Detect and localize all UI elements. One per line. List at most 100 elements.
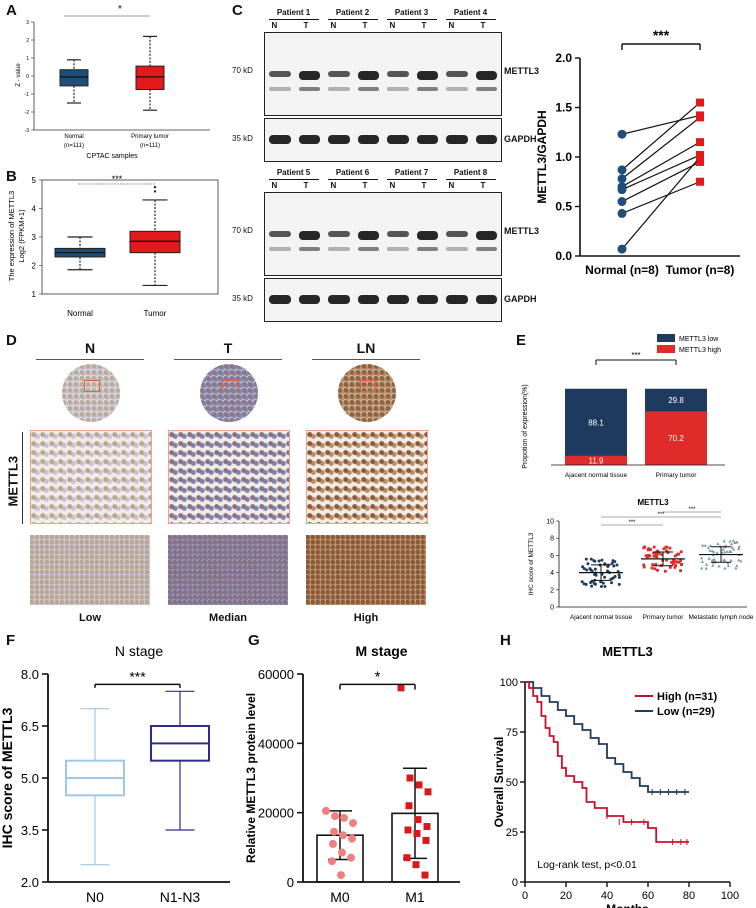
panel-g-ytick-label: 60000 [258,667,294,682]
panel-g-point-m1 [397,684,405,692]
panel-e-dot-point [613,560,617,564]
panel-g-ytick-label: 0 [287,875,294,890]
blot-patient-underline [445,19,496,20]
panel-h-xtick-label: 40 [601,890,613,902]
panel-a-ytick-label: 1 [26,56,29,62]
blot-band-mettl3 [446,231,468,237]
panel-e-dot-point [710,549,714,553]
panel-e-bar-high-label: 11.9 [589,456,605,465]
panel-e-dot-point [615,563,619,567]
panel-e-dot-point [671,562,675,566]
panel-e-dot-point [651,563,655,567]
panel-e-dot-point [654,562,658,566]
panel-label-a: A [6,2,17,19]
panel-e-dot-point [728,549,732,553]
panel-e-dot-point [646,548,650,552]
ihc-grade-label: Median [209,612,247,624]
panel-e-bar-high-label: 70.2 [668,434,684,443]
panel-e-legend-low: METTL3 low [679,336,719,343]
blot-band-mettl3 [269,71,291,77]
ihc-zoom-box [222,380,238,392]
panel-e-dot-point [642,546,646,550]
panel-e-dot-point [662,547,666,551]
panel-g-point-m1 [415,781,423,789]
panel-e-dot-point [665,558,669,562]
panel-e-legend-low-swatch [657,334,675,342]
panel-b-sig: *** [112,174,123,184]
panel-g-dot-bar: M stage 60000 40000 20000 0 Relative METTL3 p… [244,643,460,905]
panel-g-title: M stage [355,643,407,659]
ihc-column-header: N [84,340,96,356]
panel-e-dot-plot: METTL3 0 2 4 6 8 10 IHC score of METTL3 *** *** **… [528,498,754,621]
panel-b-group2-name: Tumor [144,309,167,318]
panel-d-ihc: N T LN METTL3 Low Median High [0,340,510,630]
panel-c-ytick-label: 2.0 [555,51,572,65]
panel-g-ytick-label: 40000 [258,736,294,751]
ihc-grade-image [168,535,288,605]
ihc-grade-label: Low [79,612,101,624]
blot-band-mettl3 [387,231,409,237]
panel-g-ytick-label: 20000 [258,806,294,821]
panel-b-ytick-label: 3 [32,233,37,242]
panel-c-pair-line [621,156,701,250]
panel-e-dot-point [723,550,727,554]
panel-a-group2-name: Primary tumor [131,134,169,140]
panel-g-xtick: M1 [405,889,425,905]
panel-e-dot-sig: *** [688,507,696,513]
panel-e-dot-point [650,566,654,570]
ihc-zoom-box [360,380,376,392]
panel-e-dot-point [731,547,736,551]
panel-g-point-m0 [322,806,330,815]
blot-band-gapdh [357,135,379,144]
panel-c-pair-line [621,102,701,171]
panel-g-point-m0 [338,848,346,857]
blot-lane-n: N [271,21,278,30]
panel-e-dot-point [675,553,679,557]
blot-lane-t: T [421,21,427,30]
blot-patient-label: Patient 2 [335,8,370,17]
panel-h-xtick-label: 80 [683,890,695,902]
blot-band-mettl3 [475,231,497,240]
panel-e-dot-xtick: Primary tumor [643,614,685,621]
panel-e-dot-point [649,548,652,551]
panel-e-dot-point [729,558,733,562]
panel-b-ytick-label: 4 [32,205,37,214]
panel-h-ytick-label: 25 [506,827,518,839]
panel-e-dot-point [712,557,716,561]
panel-e-dot-point [600,558,604,562]
panel-a-boxplot: Z - value 3 2 1 0 -1 -2 -3 * Normal (n=111) Pr… [16,4,210,160]
panel-e-dot-point [581,565,585,569]
panel-e-dot-ytick-label: 8 [550,536,554,543]
panel-g-point-m0 [331,812,339,821]
panel-f-ytick-label: 6.5 [21,719,39,734]
panel-e-dot-point [665,549,669,553]
blot-target-label: METTL3 [504,66,539,76]
blot-kd-70: 70 kD [232,226,253,235]
panel-h-xtick-label: 0 [522,890,528,902]
panel-label-c: C [232,2,243,19]
panel-c-paired-plot: 0.0 0.5 1.0 1.5 2.0 METTL3/GAPDH *** Normal (n=… [535,27,740,277]
panel-e-dot-point [715,551,719,555]
panel-e-dot-point [656,568,659,572]
blot-lane-t: T [362,21,368,30]
panel-c-point-tumor [696,98,704,107]
panel-e-dot-point [707,556,711,560]
panel-e-dot-ytick-label: 10 [546,519,554,526]
panel-f-xtick: N0 [86,889,104,905]
panel-e-dot-xtick: Metastatic lymph node [688,614,753,621]
blot-band-mettl3-lower [387,247,409,251]
panel-e-dot-point [679,559,683,563]
blot-mettl3-membrane [264,32,502,116]
panel-label-h: H [500,632,511,649]
blot-band-gapdh [387,295,409,304]
panel-e-dot-point [680,563,683,566]
panel-e-dot-point [655,555,659,559]
panel-a-group1-n: (n=111) [64,143,84,149]
panel-c-point-tumor [696,177,704,186]
blot-band-mettl3 [298,231,320,240]
panel-e-bar-low [645,388,707,412]
panel-e-dot-point [617,573,621,577]
panel-f-boxplot: N stage 8.0 6.5 5.0 3.5 2.0 IHC score of METTL… [0,643,230,905]
panel-a-xlabel: CPTAC samples [86,153,138,160]
panel-h-legend-label: High (n=31) [657,691,718,703]
